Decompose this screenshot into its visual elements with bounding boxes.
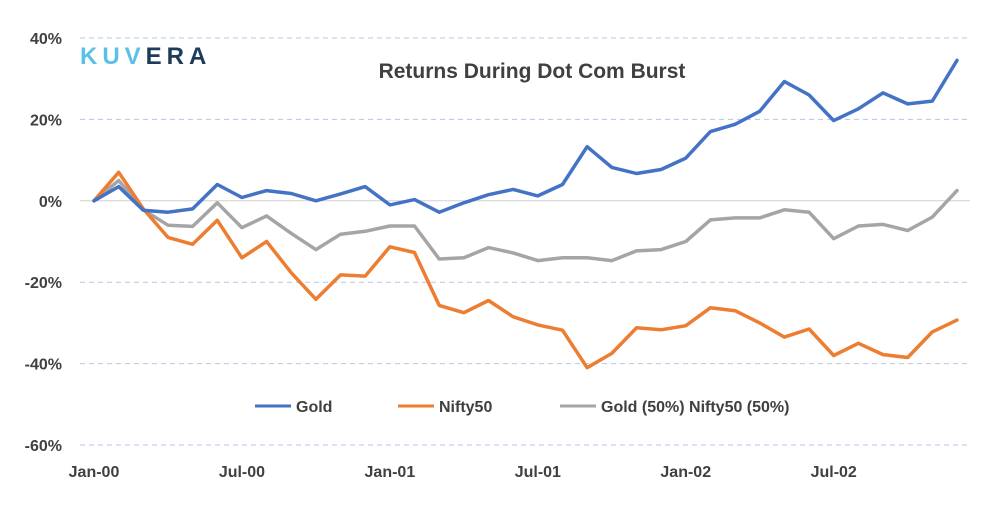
series-line-nifty50 [92, 170, 959, 370]
legend-label-gold-nifty-mix: Gold (50%) Nifty50 (50%) [601, 399, 789, 416]
series-lines [92, 58, 959, 370]
y-tick-label: 0% [39, 194, 62, 211]
x-tick-label: Jul-01 [515, 464, 561, 481]
gridlines [80, 37, 970, 446]
x-tick-label: Jan-01 [365, 464, 416, 481]
y-axis-ticks: 40% 20% 0% -20% -40% -60% [25, 31, 62, 455]
legend: Gold Nifty50 Gold (50%) Nifty50 (50%) [255, 399, 789, 416]
legend-label-gold: Gold [296, 399, 332, 416]
logo-text-light: KUV [80, 43, 146, 70]
y-tick-label: 40% [30, 31, 62, 48]
y-tick-label: -60% [25, 438, 62, 455]
series-line-gold [92, 58, 959, 214]
kuvera-logo: KUVERA [80, 43, 211, 70]
y-tick-label: -40% [25, 357, 62, 374]
series-line-gold-nifty-mix [92, 178, 959, 263]
logo-text-dark: ERA [146, 43, 212, 70]
svg-text:KUVERA: KUVERA [80, 43, 211, 70]
y-tick-label: -20% [25, 275, 62, 292]
legend-label-nifty50: Nifty50 [439, 399, 492, 416]
chart-title: Returns During Dot Com Burst [379, 60, 686, 83]
x-tick-label: Jul-02 [811, 464, 857, 481]
x-tick-label: Jan-00 [69, 464, 120, 481]
x-tick-label: Jul-00 [219, 464, 265, 481]
x-tick-label: Jan-02 [660, 464, 711, 481]
y-tick-label: 20% [30, 112, 62, 129]
x-axis-ticks: Jan-00 Jul-00 Jan-01 Jul-01 Jan-02 Jul-02 [69, 464, 857, 481]
